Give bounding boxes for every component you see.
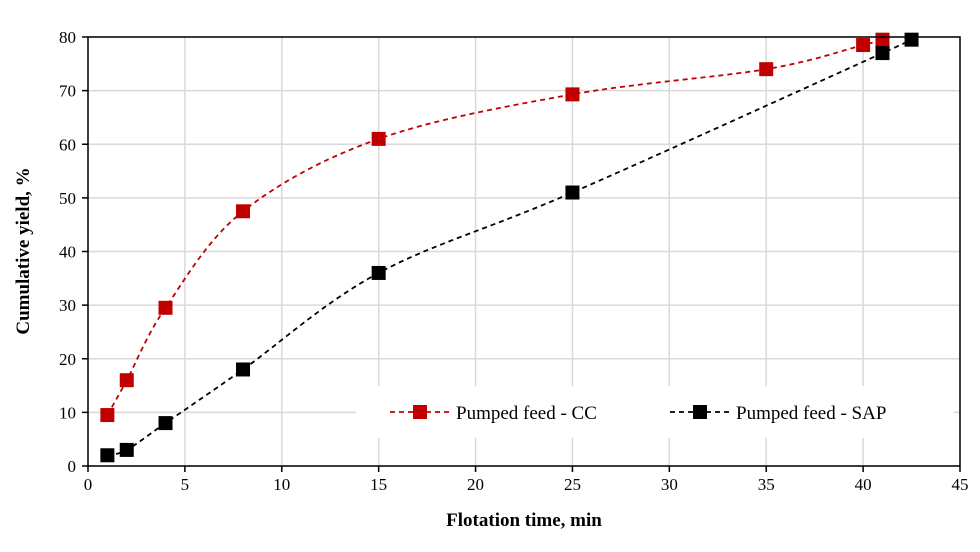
y-tick-label: 10 <box>59 403 76 422</box>
data-point-marker <box>875 46 890 61</box>
x-tick-label: 45 <box>952 475 969 494</box>
x-tick-label: 15 <box>370 475 387 494</box>
legend-box <box>356 386 954 438</box>
data-point-marker <box>158 416 173 431</box>
data-point-marker <box>100 408 115 423</box>
data-point-marker <box>904 32 919 47</box>
legend-label: Pumped feed - SAP <box>736 403 886 424</box>
data-point-marker <box>100 448 115 463</box>
x-tick-label: 35 <box>758 475 775 494</box>
data-point-marker <box>875 32 890 47</box>
y-tick-label: 20 <box>59 350 76 369</box>
legend-marker <box>413 405 427 419</box>
data-point-marker <box>565 185 580 200</box>
x-tick-label: 10 <box>273 475 290 494</box>
y-axis-label: Cumulative yield, % <box>13 167 34 334</box>
data-point-marker <box>856 38 871 53</box>
data-point-marker <box>371 131 386 146</box>
series-layer <box>100 32 919 463</box>
data-point-marker <box>371 265 386 280</box>
data-point-marker <box>236 204 251 219</box>
tick-labels: 0 5 10 15 20 25 30 35 40 45 0 10 20 30 40 50 60 70 80 <box>59 28 969 494</box>
data-point-marker <box>759 62 774 77</box>
x-tick-label: 5 <box>181 475 190 494</box>
legend-label: Pumped feed - CC <box>456 403 597 424</box>
x-tick-label: 40 <box>855 475 872 494</box>
data-point-marker <box>236 362 251 377</box>
y-tick-label: 60 <box>59 135 76 154</box>
x-tick-label: 25 <box>564 475 581 494</box>
x-tick-label: 30 <box>661 475 678 494</box>
data-point-marker <box>119 442 134 457</box>
y-tick-label: 80 <box>59 28 76 47</box>
data-point-marker <box>565 87 580 102</box>
x-tick-label: 20 <box>467 475 484 494</box>
data-point-marker <box>119 373 134 388</box>
legend-marker <box>693 405 707 419</box>
y-tick-label: 70 <box>59 82 76 101</box>
x-axis-label: Flotation time, min <box>446 510 602 531</box>
x-tick-label: 0 <box>84 475 93 494</box>
y-tick-label: 40 <box>59 243 76 262</box>
legend: Pumped feed - CC Pumped feed - SAP <box>390 403 886 424</box>
series-line-1 <box>107 36 918 457</box>
y-tick-label: 50 <box>59 189 76 208</box>
y-tick-label: 0 <box>68 457 77 476</box>
y-tick-label: 30 <box>59 296 76 315</box>
series-line-0 <box>106 38 883 416</box>
data-point-marker <box>158 300 173 315</box>
